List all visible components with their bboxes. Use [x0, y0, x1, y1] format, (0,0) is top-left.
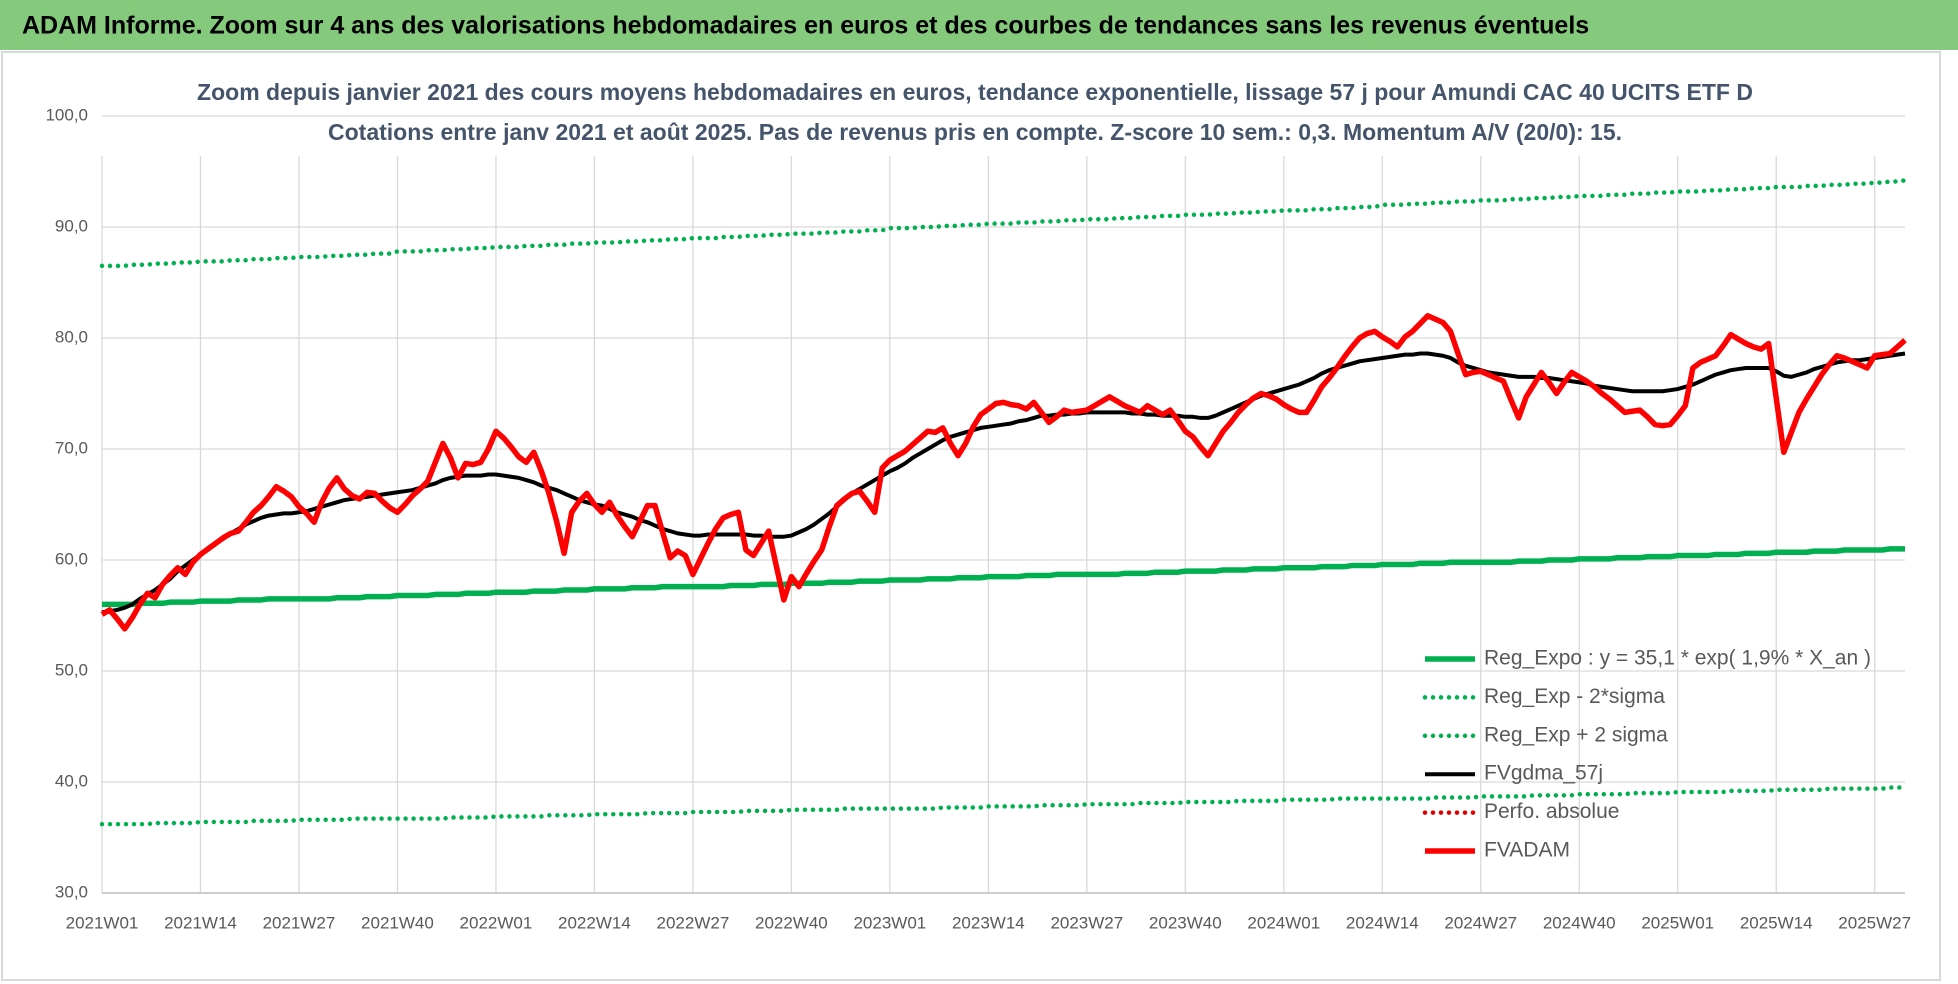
x-tick-label: 2024W14: [1346, 913, 1419, 932]
y-tick-label: 50,0: [55, 660, 88, 679]
legend-label: Perfo. absolue: [1484, 800, 1619, 823]
series-line: [99, 785, 1908, 827]
y-tick-label: 70,0: [55, 438, 88, 457]
chart-frame: [1, 51, 1941, 981]
legend-label: Reg_Expo : y = 35,1 * exp( 1,9% * X_an ): [1484, 647, 1871, 670]
chart-subtitle: Cotations entre janv 2021 et août 2025. …: [328, 119, 1622, 145]
x-tick-label: 2025W14: [1740, 913, 1813, 932]
x-tick-label: 2021W27: [263, 913, 336, 932]
series-line: [102, 546, 1905, 608]
chart-title: Zoom depuis janvier 2021 des cours moyen…: [197, 79, 1753, 105]
x-tick-label: 2024W01: [1247, 913, 1320, 932]
header-bar: [0, 0, 1958, 50]
x-tick-label: 2022W27: [657, 913, 730, 932]
x-tick-label: 2025W01: [1641, 913, 1714, 932]
series-line: [101, 351, 1906, 615]
x-tick-label: 2021W14: [164, 913, 237, 932]
legend-label: FVgdma_57j: [1484, 762, 1603, 785]
x-tick-label: 2023W14: [952, 913, 1025, 932]
y-tick-label: 80,0: [55, 327, 88, 346]
series-line: [100, 313, 1907, 632]
y-tick-label: 60,0: [55, 549, 88, 568]
legend-label: Reg_Exp + 2 sigma: [1484, 723, 1668, 746]
x-tick-label: 2024W27: [1444, 913, 1517, 932]
header-title: ADAM Informe. Zoom sur 4 ans des valoris…: [22, 12, 1589, 40]
series-line: [99, 178, 1908, 269]
x-tick-label: 2022W40: [755, 913, 828, 932]
x-tick-label: 2025W27: [1838, 913, 1911, 932]
x-tick-label: 2023W40: [1149, 913, 1222, 932]
x-tick-label: 2024W40: [1543, 913, 1616, 932]
x-tick-label: 2021W40: [361, 913, 434, 932]
x-tick-label: 2023W27: [1050, 913, 1123, 932]
x-tick-label: 2022W01: [460, 913, 533, 932]
y-tick-label: 40,0: [55, 771, 88, 790]
x-tick-label: 2023W01: [853, 913, 926, 932]
x-tick-label: 2022W14: [558, 913, 631, 932]
x-tick-label: 2021W01: [66, 913, 139, 932]
legend-label: Reg_Exp - 2*sigma: [1484, 685, 1665, 708]
legend-label: FVADAM: [1484, 839, 1570, 862]
y-tick-label: 30,0: [55, 882, 88, 901]
y-tick-label: 90,0: [55, 216, 88, 235]
y-tick-label: 100,0: [45, 105, 88, 124]
